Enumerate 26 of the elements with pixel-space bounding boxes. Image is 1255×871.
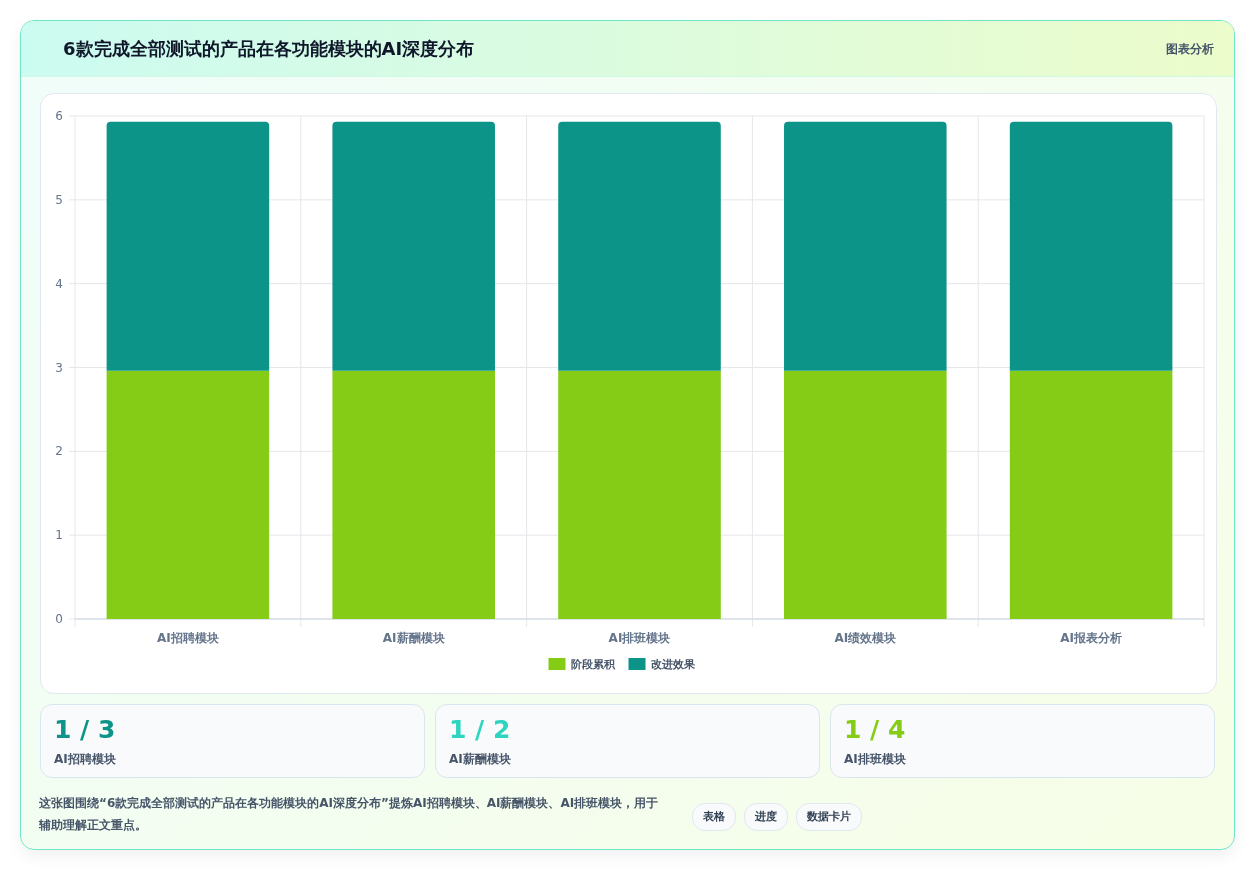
legend-label: 阶段累积	[570, 658, 616, 671]
x-tick-label: AI排班模块	[608, 631, 671, 645]
y-tick-label: 3	[55, 360, 63, 375]
text: 1 / 3	[54, 715, 116, 744]
x-tick-label: AI薪酬模块	[382, 631, 445, 645]
text: 表格	[692, 803, 736, 831]
x-tick-label: AI招聘模块	[157, 631, 219, 645]
text: 1 / 4	[844, 715, 906, 744]
y-tick-label: 0	[55, 612, 63, 626]
y-tick-label: 1	[55, 528, 63, 543]
category-label: AI招聘模块	[54, 751, 116, 768]
y-tick-label: 2	[55, 444, 63, 459]
category-label: AI薪酬模块	[449, 751, 511, 768]
category-label: AI排班模块	[844, 751, 906, 768]
y-tick-label: 4	[55, 276, 63, 291]
text: 1 / 2	[449, 715, 511, 744]
text: 数据卡片	[796, 803, 862, 831]
text: 这张图围绕“6款完成全部测试的产品在各功能模块的AI深度分布”提炼AI招聘模块、AI薪酬模块、AI排班模块，用于辅助理解正文重点。	[39, 795, 660, 834]
x-tick-label: AI报表分析	[1060, 631, 1122, 645]
legend-label: 改进效果	[650, 658, 696, 671]
chart-title: 6款完成全部测试的产品在各功能模块的AI深度分布	[63, 37, 475, 61]
y-tick-label: 5	[55, 192, 63, 207]
text: 进度	[744, 803, 788, 831]
x-tick-label: AI绩效模块	[834, 631, 897, 645]
y-tick-label: 6	[55, 109, 63, 123]
chart-subtitle: 图表分析	[1166, 41, 1214, 58]
